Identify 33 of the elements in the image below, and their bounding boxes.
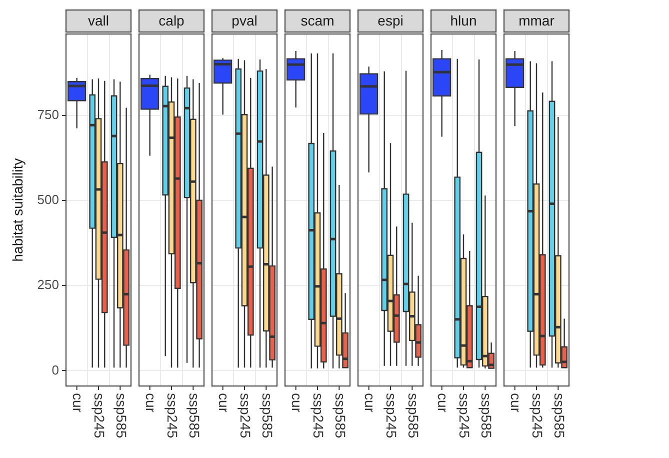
x-tick-label: cur — [216, 393, 232, 413]
x-tick-label: ssp585 — [405, 393, 422, 438]
x-tick-label: ssp585 — [332, 393, 348, 438]
chart-title: vall — [88, 12, 110, 28]
x-tick-label: ssp245 — [92, 393, 108, 438]
y-axis-title: habitat suitability — [9, 158, 26, 262]
x-tick-label: ssp585 — [478, 393, 494, 438]
x-tick-label: ssp245 — [456, 393, 473, 438]
x-tick-label: cur — [434, 393, 451, 413]
x-tick-label: ssp585 — [551, 393, 568, 438]
chart-title: hlun — [450, 12, 477, 28]
chart-title: mmar — [518, 12, 555, 28]
chart-title: pval — [232, 12, 258, 28]
y-tick-label: 250 — [37, 277, 59, 292]
chart-title: calp — [158, 12, 185, 28]
x-tick-label: ssp585 — [259, 393, 276, 438]
x-tick-label: cur — [70, 393, 86, 413]
x-tick-label: cur — [508, 393, 524, 413]
x-tick-label: ssp245 — [530, 393, 546, 438]
chart-title: espi — [378, 12, 404, 28]
x-tick-label: ssp245 — [164, 393, 181, 438]
chart-title: scam — [300, 12, 334, 28]
y-tick-label: 0 — [52, 362, 59, 378]
y-tick-label: 750 — [37, 107, 59, 122]
y-tick-label: 500 — [37, 192, 59, 208]
x-tick-label: cur — [362, 393, 378, 413]
x-tick-label: ssp585 — [186, 393, 202, 438]
x-tick-label: ssp585 — [113, 393, 130, 438]
x-tick-label: cur — [142, 393, 159, 413]
x-tick-label: ssp245 — [310, 393, 327, 438]
x-tick-label: ssp245 — [384, 393, 400, 438]
x-tick-label: ssp245 — [238, 393, 254, 438]
x-tick-label: cur — [288, 393, 305, 413]
